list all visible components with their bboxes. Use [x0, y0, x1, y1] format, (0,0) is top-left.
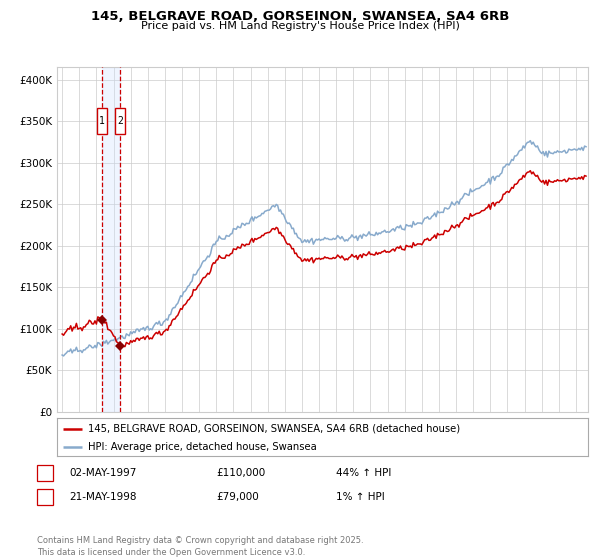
Text: 145, BELGRAVE ROAD, GORSEINON, SWANSEA, SA4 6RB (detached house): 145, BELGRAVE ROAD, GORSEINON, SWANSEA, … [88, 424, 460, 434]
FancyBboxPatch shape [115, 108, 125, 134]
Text: HPI: Average price, detached house, Swansea: HPI: Average price, detached house, Swan… [88, 442, 317, 452]
Text: 1: 1 [42, 468, 48, 478]
Text: 2: 2 [117, 116, 123, 126]
FancyBboxPatch shape [97, 108, 107, 134]
Text: £110,000: £110,000 [216, 468, 265, 478]
Text: £79,000: £79,000 [216, 492, 259, 502]
Text: 02-MAY-1997: 02-MAY-1997 [69, 468, 136, 478]
Text: 1: 1 [99, 116, 105, 126]
Text: 21-MAY-1998: 21-MAY-1998 [69, 492, 137, 502]
Text: Price paid vs. HM Land Registry's House Price Index (HPI): Price paid vs. HM Land Registry's House … [140, 21, 460, 31]
Text: 2: 2 [42, 492, 48, 502]
Text: Contains HM Land Registry data © Crown copyright and database right 2025.
This d: Contains HM Land Registry data © Crown c… [37, 536, 364, 557]
Text: 1% ↑ HPI: 1% ↑ HPI [336, 492, 385, 502]
Text: 44% ↑ HPI: 44% ↑ HPI [336, 468, 391, 478]
Bar [102, 67, 120, 412]
Text: 145, BELGRAVE ROAD, GORSEINON, SWANSEA, SA4 6RB: 145, BELGRAVE ROAD, GORSEINON, SWANSEA, … [91, 10, 509, 23]
